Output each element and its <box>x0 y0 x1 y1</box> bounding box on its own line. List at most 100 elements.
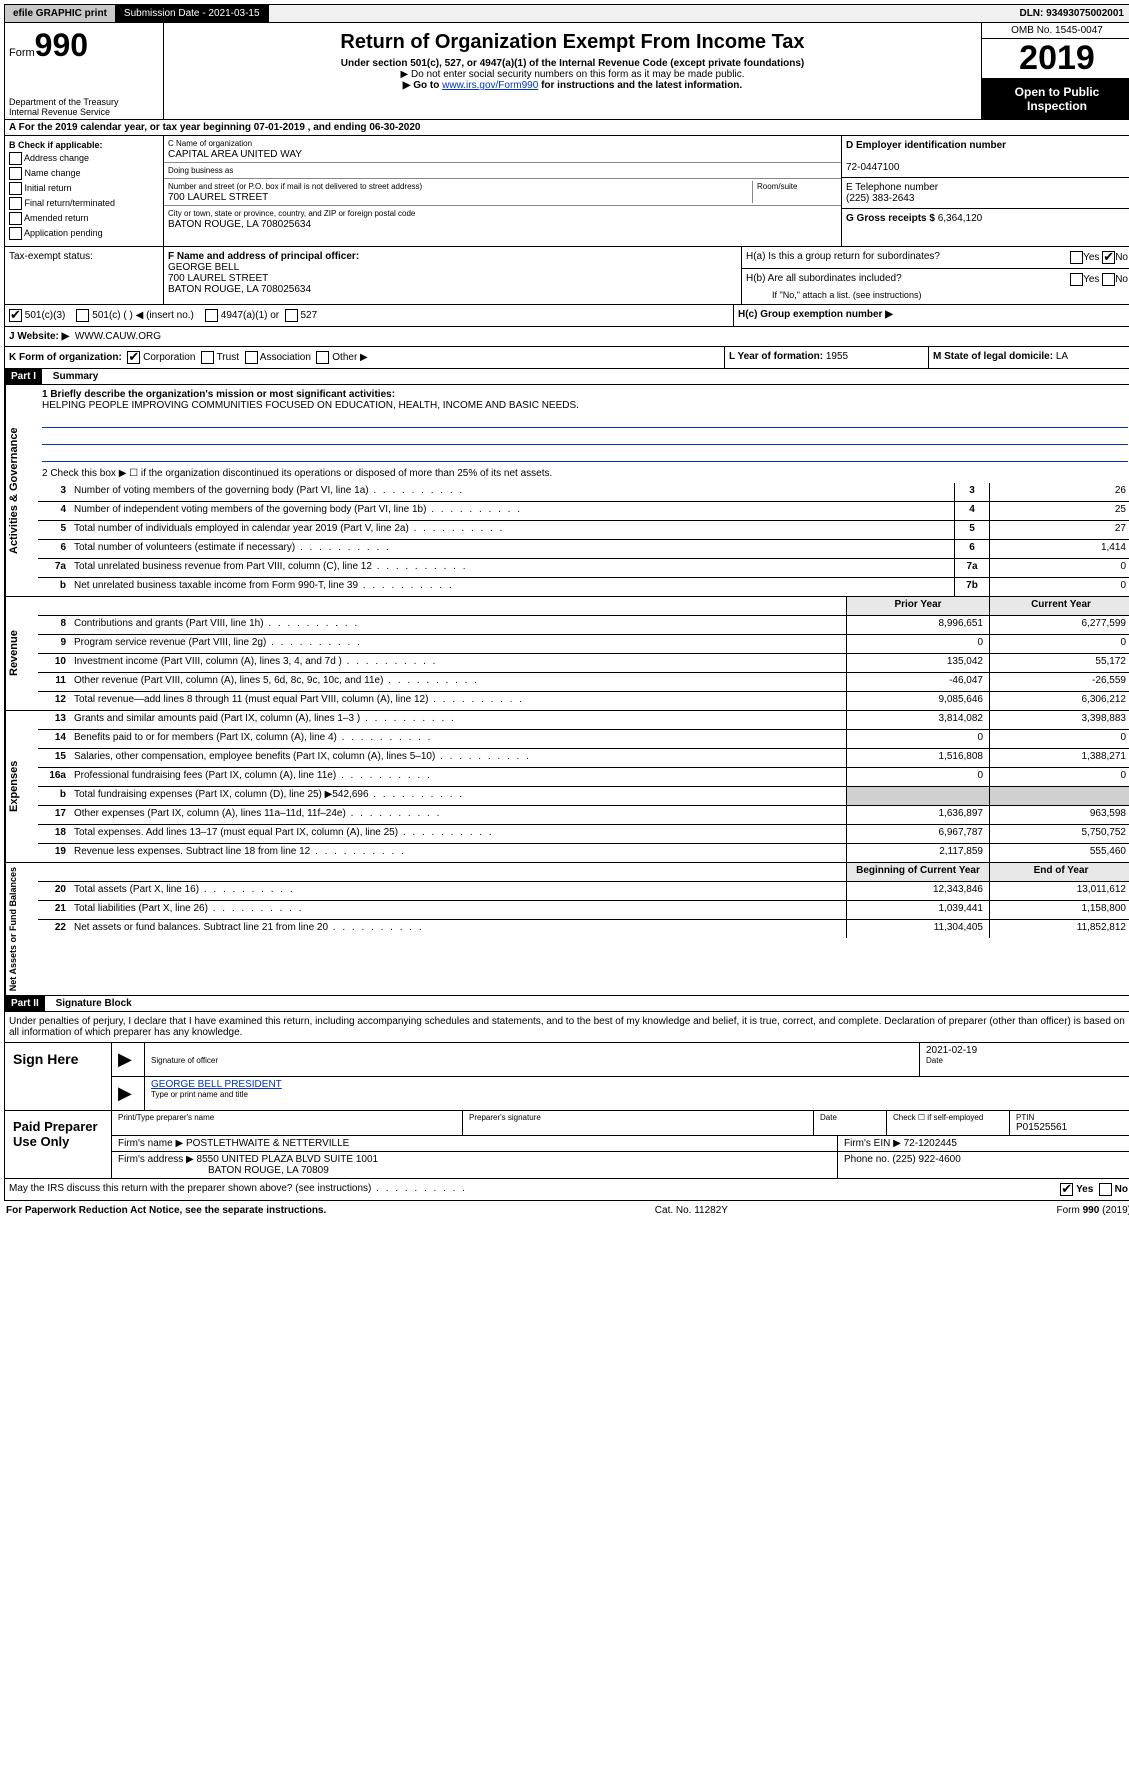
preparer-date-hdr: Date <box>814 1111 887 1135</box>
h-b-no[interactable]: No <box>1102 273 1128 286</box>
self-employed-chk[interactable]: Check ☐ if self-employed <box>887 1111 1010 1135</box>
omb-number: OMB No. 1545-0047 <box>982 23 1129 39</box>
mission-text: HELPING PEOPLE IMPROVING COMMUNITIES FOC… <box>42 400 579 411</box>
summary-line: bTotal fundraising expenses (Part IX, co… <box>38 787 1129 806</box>
preparer-sig-hdr: Preparer's signature <box>463 1111 814 1135</box>
ptin-cell: PTINP01525561 <box>1010 1111 1129 1135</box>
box-h-c: H(c) Group exemption number ▶ <box>734 305 1129 326</box>
chk-other[interactable] <box>316 351 329 364</box>
tax-exempt-cell: Tax-exempt status: <box>5 247 164 304</box>
part-2-title: Signature Block <box>48 998 132 1009</box>
gross-receipts: 6,364,120 <box>938 213 983 224</box>
open-to-public: Open to Public Inspection <box>982 79 1129 119</box>
firm-ein-cell: Firm's EIN ▶ 72-1202445 <box>838 1136 1129 1151</box>
officer-city: BATON ROUGE, LA 708025634 <box>168 284 311 295</box>
website-url: WWW.CAUW.ORG <box>75 331 161 342</box>
sign-arrow-icon: ▶ <box>112 1043 145 1076</box>
box-c: C Name of organization CAPITAL AREA UNIT… <box>164 136 842 246</box>
efile-print-button[interactable]: efile GRAPHIC print <box>5 5 116 22</box>
chk-final-return[interactable]: Final return/terminated <box>9 197 159 210</box>
officer-name-link[interactable]: GEORGE BELL PRESIDENT <box>151 1079 282 1090</box>
box-d: D Employer identification number 72-0447… <box>842 136 1129 178</box>
right-ident-col: D Employer identification number 72-0447… <box>842 136 1129 246</box>
hdr-end-year: End of Year <box>989 863 1129 881</box>
chk-527[interactable] <box>285 309 298 322</box>
chk-trust[interactable] <box>201 351 214 364</box>
chk-initial-return[interactable]: Initial return <box>9 182 159 195</box>
perjury-statement: Under penalties of perjury, I declare th… <box>4 1012 1129 1043</box>
summary-line: 17Other expenses (Part IX, column (A), l… <box>38 806 1129 825</box>
chk-corporation[interactable] <box>127 351 140 364</box>
box-h: H(a) Is this a group return for subordin… <box>742 247 1129 304</box>
summary-line: 22Net assets or fund balances. Subtract … <box>38 920 1129 938</box>
summary-line: 18Total expenses. Add lines 13–17 (must … <box>38 825 1129 844</box>
form-title: Return of Organization Exempt From Incom… <box>168 31 977 54</box>
summary-line: 7aTotal unrelated business revenue from … <box>38 559 1129 578</box>
chk-4947a1[interactable] <box>205 309 218 322</box>
chk-application-pending[interactable]: Application pending <box>9 227 159 240</box>
h-a-yes[interactable]: Yes <box>1070 251 1099 264</box>
summary-line: 10Investment income (Part VIII, column (… <box>38 654 1129 673</box>
tax-year: 2019 <box>982 39 1129 79</box>
chk-501c3[interactable] <box>9 309 22 322</box>
box-e: E Telephone number (225) 383-2643 <box>842 178 1129 209</box>
summary-line: 5Total number of individuals employed in… <box>38 521 1129 540</box>
summary-line: 3Number of voting members of the governi… <box>38 483 1129 502</box>
summary-line: 16aProfessional fundraising fees (Part I… <box>38 768 1129 787</box>
summary-line: 14Benefits paid to or for members (Part … <box>38 730 1129 749</box>
h-a-no[interactable]: No <box>1102 251 1128 264</box>
chk-amended-return[interactable]: Amended return <box>9 212 159 225</box>
part-1-header-row: Part I Summary <box>4 369 1129 385</box>
summary-line: 12Total revenue—add lines 8 through 11 (… <box>38 692 1129 710</box>
paid-preparer-label: Paid Preparer Use Only <box>5 1111 112 1178</box>
chk-501c[interactable] <box>76 309 89 322</box>
row-tax-exempt: 501(c)(3) 501(c) ( ) ◀ (insert no.) 4947… <box>4 305 1129 327</box>
state-domicile: LA <box>1056 351 1068 362</box>
form-subtitle: Under section 501(c), 527, or 4947(a)(1)… <box>168 58 977 69</box>
side-expenses: Expenses <box>5 711 38 862</box>
hdr-prior-year: Prior Year <box>846 597 989 615</box>
line-2: 2 Check this box ▶ ☐ if the organization… <box>38 464 1129 483</box>
ein: 72-0447100 <box>846 162 899 173</box>
expenses-block: Expenses 13Grants and similar amounts pa… <box>4 711 1129 863</box>
tax-exempt-status: 501(c)(3) 501(c) ( ) ◀ (insert no.) 4947… <box>5 305 734 326</box>
revenue-block: Revenue Prior Year Current Year 8Contrib… <box>4 597 1129 711</box>
section-a-tax-year: A For the 2019 calendar year, or tax yea… <box>4 120 1129 136</box>
part-1-label: Part I <box>5 369 42 384</box>
department: Department of the Treasury Internal Reve… <box>9 97 119 117</box>
sign-arrow-icon-2: ▶ <box>112 1077 145 1110</box>
firm-address-cell: Firm's address ▶ 8550 UNITED PLAZA BLVD … <box>112 1152 838 1178</box>
irs-link[interactable]: www.irs.gov/Form990 <box>442 80 538 91</box>
sign-here-block: Sign Here ▶ Signature of officer 2021-02… <box>4 1043 1129 1111</box>
identity-grid: B Check if applicable: Address change Na… <box>4 136 1129 247</box>
top-bar: efile GRAPHIC print Submission Date - 20… <box>4 4 1129 23</box>
side-governance: Activities & Governance <box>5 385 38 596</box>
chk-address-change[interactable]: Address change <box>9 152 159 165</box>
discuss-yes[interactable]: Yes <box>1060 1183 1093 1196</box>
officer-typed-name: GEORGE BELL PRESIDENT Type or print name… <box>145 1077 1129 1110</box>
summary-line: 6Total number of volunteers (estimate if… <box>38 540 1129 559</box>
discuss-no[interactable]: No <box>1099 1183 1128 1196</box>
side-netassets: Net Assets or Fund Balances <box>5 863 38 995</box>
part-1-title: Summary <box>45 371 99 382</box>
firm-phone-cell: Phone no. (225) 922-4600 <box>838 1152 1129 1178</box>
org-name: CAPITAL AREA UNITED WAY <box>168 149 302 160</box>
line-1-label: 1 Briefly describe the organization's mi… <box>42 389 395 400</box>
footer-cat: Cat. No. 11282Y <box>655 1205 728 1216</box>
sign-date: 2021-02-19Date <box>920 1043 1129 1076</box>
form-id-block: Form990 Department of the Treasury Inter… <box>5 23 164 119</box>
governance-block: Activities & Governance 1 Briefly descri… <box>4 385 1129 597</box>
netassets-block: Net Assets or Fund Balances Beginning of… <box>4 863 1129 996</box>
summary-line: 8Contributions and grants (Part VIII, li… <box>38 616 1129 635</box>
signature-officer[interactable]: Signature of officer <box>145 1043 920 1076</box>
summary-line: 9Program service revenue (Part VIII, lin… <box>38 635 1129 654</box>
h-b-yes[interactable]: Yes <box>1070 273 1099 286</box>
summary-line: 15Salaries, other compensation, employee… <box>38 749 1129 768</box>
summary-line: 13Grants and similar amounts paid (Part … <box>38 711 1129 730</box>
chk-name-change[interactable]: Name change <box>9 167 159 180</box>
chk-association[interactable] <box>245 351 258 364</box>
city-state-zip: BATON ROUGE, LA 708025634 <box>168 219 311 230</box>
box-b: B Check if applicable: Address change Na… <box>5 136 164 246</box>
row-f-h: Tax-exempt status: F Name and address of… <box>4 247 1129 305</box>
summary-line: 21Total liabilities (Part X, line 26)1,0… <box>38 901 1129 920</box>
